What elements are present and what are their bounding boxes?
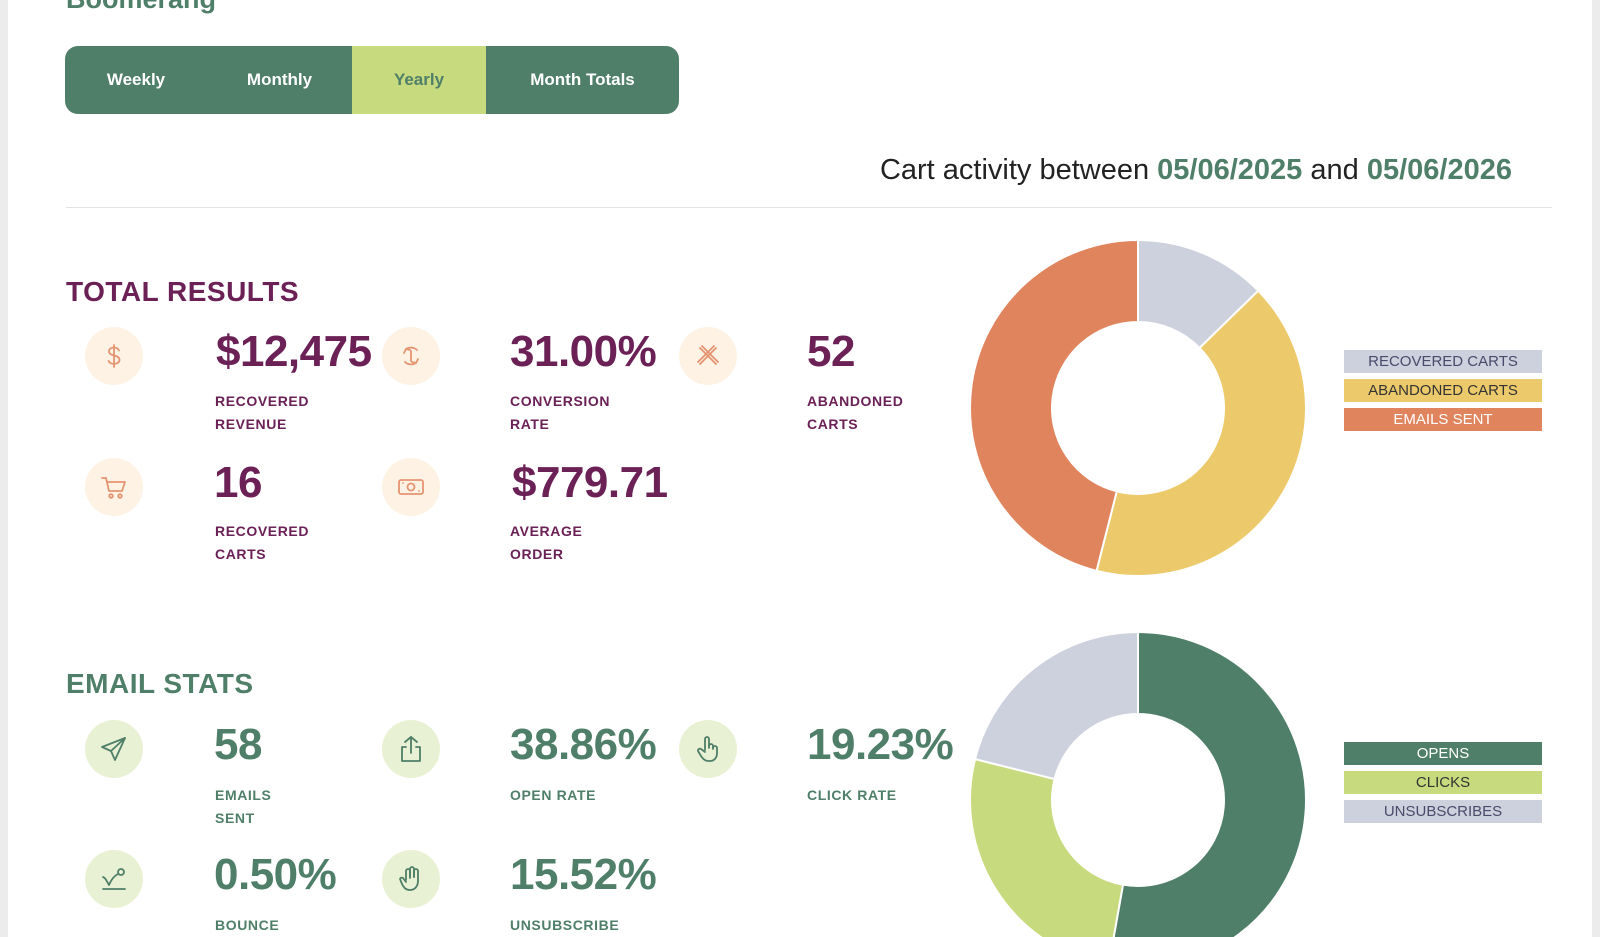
cart-icon bbox=[85, 458, 143, 516]
unsubscribe-label: UNSUBSCRIBE bbox=[510, 917, 620, 933]
date-range-start: 05/06/2025 bbox=[1157, 154, 1303, 186]
date-range-prefix: Cart activity between bbox=[879, 154, 1150, 186]
date-range-joiner: and bbox=[1310, 154, 1359, 186]
dollar-icon bbox=[85, 327, 143, 385]
donut-slice-emails-sent[interactable] bbox=[969, 238, 1139, 573]
total-results-title: TOTAL RESULTS bbox=[66, 276, 300, 307]
header-divider bbox=[66, 207, 1552, 208]
click-rate-label: CLICK RATE bbox=[807, 787, 897, 803]
open-rate-value: 38.86% bbox=[510, 720, 657, 769]
pointer-hand-icon bbox=[679, 720, 737, 778]
send-icon bbox=[85, 720, 143, 778]
bounce-value: 0.50% bbox=[214, 850, 337, 899]
dashboard-panel: Boomerang Weekly Monthly Yearly Month To… bbox=[8, 0, 1592, 937]
stop-hand-icon bbox=[382, 850, 440, 908]
share-icon bbox=[382, 720, 440, 778]
recovered-revenue-label: RECOVERED REVENUE bbox=[215, 393, 310, 432]
abandoned-carts-label: ABANDONED CARTS bbox=[807, 393, 904, 432]
average-order-label: AVERAGE ORDER bbox=[510, 523, 583, 562]
emails-sent-label: EMAILS SENT bbox=[215, 787, 272, 826]
date-range-end: 05/06/2026 bbox=[1366, 154, 1512, 186]
app-title: Boomerang bbox=[66, 0, 216, 15]
emails-sent-value: 58 bbox=[214, 720, 262, 769]
open-rate-label: OPEN RATE bbox=[510, 787, 597, 803]
donut-slice-abandoned-carts[interactable] bbox=[1095, 289, 1307, 577]
period-tabs: Weekly Monthly Yearly Month Totals bbox=[65, 46, 679, 114]
tab-monthly[interactable]: Monthly bbox=[246, 70, 313, 89]
email-stats-title: EMAIL STATS bbox=[66, 668, 254, 699]
tab-month-totals[interactable]: Month Totals bbox=[530, 70, 635, 89]
cart-activity-donut-chart bbox=[969, 238, 1307, 577]
donut-slice-unsubscribes[interactable] bbox=[973, 630, 1139, 781]
tab-yearly[interactable]: Yearly bbox=[352, 46, 486, 114]
bounce-icon bbox=[85, 850, 143, 908]
cash-icon bbox=[382, 458, 440, 516]
date-range-line: Cart activity between 05/06/2025 and 05/… bbox=[880, 154, 1512, 187]
conversion-rate-value: 31.00% bbox=[510, 327, 657, 376]
unsubscribe-value: 15.52% bbox=[510, 850, 657, 899]
recovered-revenue-value: $12,475 bbox=[216, 327, 372, 376]
bounce-label: BOUNCE bbox=[215, 917, 280, 933]
legend-item-abandoned-carts[interactable]: ABANDONED CARTS bbox=[1344, 379, 1542, 402]
legend-item-recovered-carts[interactable]: RECOVERED CARTS bbox=[1344, 350, 1542, 373]
tab-weekly[interactable]: Weekly bbox=[106, 70, 166, 89]
email-stats-donut-chart bbox=[969, 630, 1307, 937]
close-x-icon bbox=[679, 327, 737, 385]
legend-item-emails-sent[interactable]: EMAILS SENT bbox=[1344, 408, 1542, 431]
recovered-carts-label: RECOVERED CARTS bbox=[215, 523, 310, 562]
legend-item-opens[interactable]: OPENS bbox=[1344, 742, 1542, 765]
click-rate-value: 19.23% bbox=[807, 720, 954, 769]
abandoned-carts-value: 52 bbox=[807, 327, 855, 376]
average-order-value: $779.71 bbox=[512, 458, 668, 507]
refresh-icon bbox=[382, 327, 440, 385]
cart-activity-legend: RECOVERED CARTS ABANDONED CARTS EMAILS SEN… bbox=[1344, 350, 1542, 437]
recovered-carts-value: 16 bbox=[214, 458, 262, 507]
email-stats-legend: OPENS CLICKS UNSUBSCRIBES bbox=[1344, 742, 1542, 829]
conversion-rate-label: CONVERSION RATE bbox=[510, 393, 611, 432]
donut-slice-opens[interactable] bbox=[1109, 630, 1307, 937]
legend-item-unsubscribes[interactable]: UNSUBSCRIBES bbox=[1344, 800, 1542, 823]
donut-slice-clicks[interactable] bbox=[969, 757, 1125, 937]
legend-item-clicks[interactable]: CLICKS bbox=[1344, 771, 1542, 794]
